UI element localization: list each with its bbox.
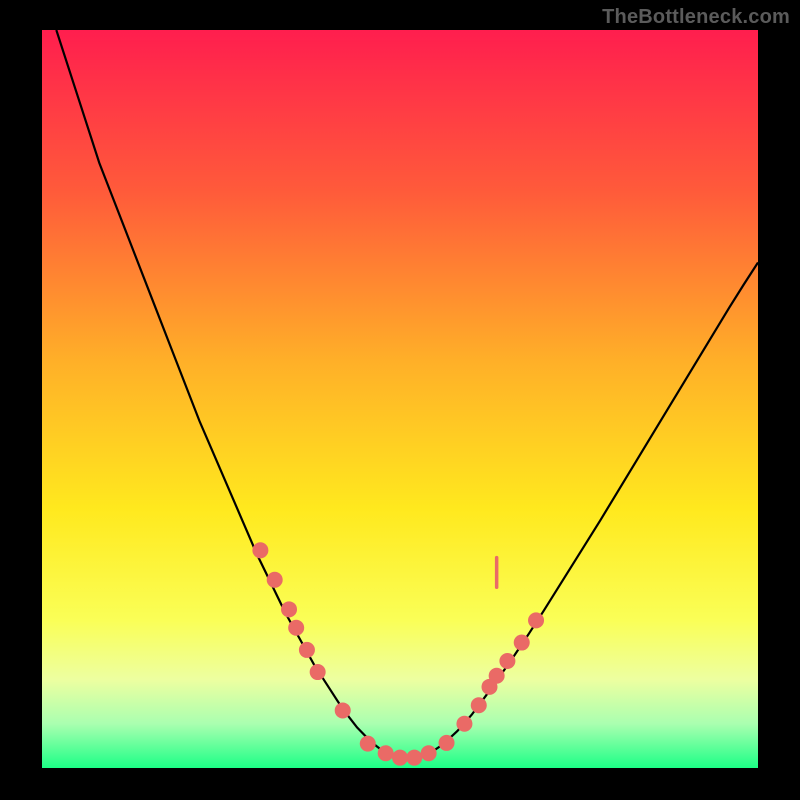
gradient-background <box>42 30 758 768</box>
scatter-point <box>499 653 515 669</box>
scatter-point <box>299 642 315 658</box>
scatter-point <box>360 736 376 752</box>
bottleneck-chart <box>0 0 800 800</box>
scatter-point <box>252 542 268 558</box>
scatter-point <box>378 745 394 761</box>
chart-container: { "watermark": { "text": "TheBottleneck.… <box>0 0 800 800</box>
scatter-point <box>392 750 408 766</box>
scatter-point <box>288 620 304 636</box>
watermark-text: TheBottleneck.com <box>602 6 790 29</box>
scatter-point <box>310 664 326 680</box>
scatter-point <box>335 702 351 718</box>
scatter-point <box>439 735 455 751</box>
scatter-point <box>489 668 505 684</box>
scatter-point <box>514 635 530 651</box>
scatter-point <box>267 572 283 588</box>
scatter-point <box>471 697 487 713</box>
scatter-point <box>281 601 297 617</box>
scatter-point <box>456 716 472 732</box>
scatter-point <box>528 612 544 628</box>
scatter-point <box>421 745 437 761</box>
scatter-point <box>406 750 422 766</box>
